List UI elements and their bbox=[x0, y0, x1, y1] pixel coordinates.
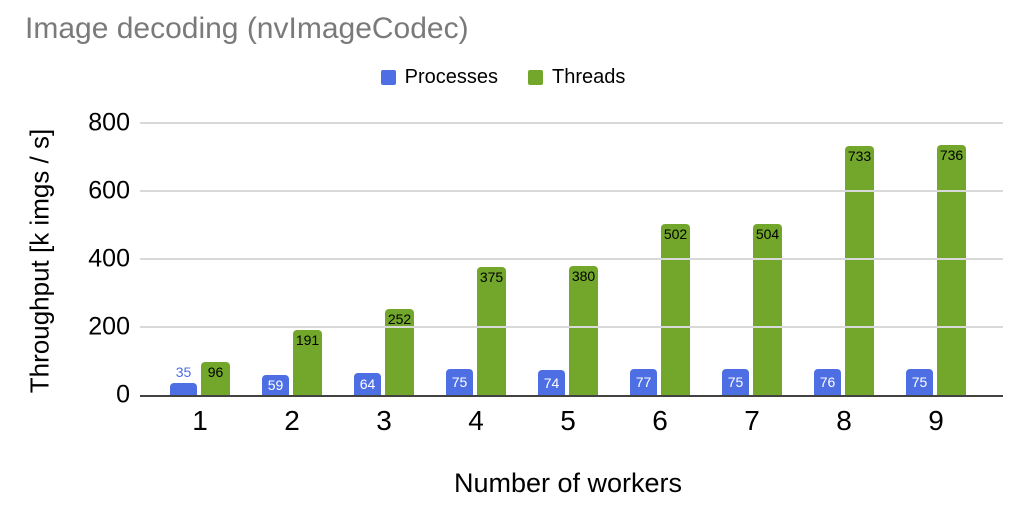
bar-threads-2: 191 bbox=[293, 330, 322, 395]
chart-title: Image decoding (nvImageCodec) bbox=[25, 12, 469, 45]
y-tick-label-400: 400 bbox=[88, 244, 130, 273]
bar-value-threads-8: 733 bbox=[847, 148, 872, 164]
bar-value-processes-3: 64 bbox=[359, 376, 376, 392]
bar-value-threads-2: 191 bbox=[295, 332, 320, 348]
bar-threads-1: 96 bbox=[201, 362, 230, 395]
gridline-y800 bbox=[140, 122, 1003, 124]
x-tick-label-7: 7 bbox=[744, 405, 760, 436]
category-col-8: 76 733 8 bbox=[798, 125, 890, 435]
y-tick-label-600: 600 bbox=[88, 176, 130, 205]
bar-threads-5: 380 bbox=[569, 266, 598, 395]
bar-processes-1: 35 bbox=[170, 365, 197, 395]
bar-processes-2: 59 bbox=[262, 375, 289, 395]
legend-item-processes: Processes bbox=[380, 66, 498, 89]
bar-processes-7: 75 bbox=[722, 369, 749, 395]
x-axis-title: Number of workers bbox=[453, 468, 683, 498]
bar-value-threads-4: 375 bbox=[479, 269, 504, 285]
bars-band: 35 96 1 59 191 2 64 252 3 75 375 4 74 380 5 77 502 6 75 504… bbox=[154, 125, 982, 435]
x-tick-label-2: 2 bbox=[284, 405, 300, 436]
processes-swatch-icon bbox=[380, 70, 396, 85]
bar-threads-7: 504 bbox=[753, 224, 782, 395]
bar-processes-9: 75 bbox=[906, 369, 933, 395]
x-tick-label-3: 3 bbox=[376, 405, 392, 436]
category-col-5: 74 380 5 bbox=[522, 125, 614, 435]
bar-value-processes-1: 35 bbox=[175, 364, 192, 380]
category-col-3: 64 252 3 bbox=[338, 125, 430, 435]
bar-value-processes-9: 75 bbox=[911, 374, 928, 390]
bar-value-processes-4: 75 bbox=[451, 374, 468, 390]
x-tick-label-1: 1 bbox=[192, 405, 208, 436]
y-tick-label-800: 800 bbox=[88, 108, 130, 137]
bar-threads-6: 502 bbox=[661, 224, 690, 395]
x-tick-label-6: 6 bbox=[652, 405, 668, 436]
category-col-1: 35 96 1 bbox=[154, 125, 246, 435]
bar-value-threads-7: 504 bbox=[755, 226, 780, 242]
category-col-7: 75 504 7 bbox=[706, 125, 798, 435]
bar-value-threads-1: 96 bbox=[207, 364, 224, 380]
x-tick-label-4: 4 bbox=[468, 405, 484, 436]
category-col-9: 75 736 9 bbox=[890, 125, 982, 435]
bar-value-threads-6: 502 bbox=[663, 226, 688, 242]
bar-value-processes-5: 74 bbox=[543, 374, 560, 391]
bar-value-threads-9: 736 bbox=[939, 147, 964, 163]
category-col-4: 75 375 4 bbox=[430, 125, 522, 435]
x-tick-label-8: 8 bbox=[836, 405, 852, 436]
bar-value-threads-3: 252 bbox=[387, 311, 412, 327]
plot-area: 35 96 1 59 191 2 64 252 3 75 375 4 74 380 5 77 502 6 75 504… bbox=[88, 110, 1003, 435]
bar-value-processes-6: 77 bbox=[635, 374, 652, 390]
y-axis-title: Throughput [k imgs / s] bbox=[24, 128, 55, 394]
gridline-y200 bbox=[140, 326, 1003, 328]
bar-threads-4: 375 bbox=[477, 267, 506, 395]
bar-threads-3: 252 bbox=[385, 309, 414, 395]
legend-label-processes: Processes bbox=[404, 66, 498, 88]
bar-processes-8: 76 bbox=[814, 369, 841, 395]
y-tick-label-0: 0 bbox=[116, 380, 130, 409]
gridline-y600 bbox=[140, 190, 1003, 192]
x-tick-label-9: 9 bbox=[928, 405, 944, 436]
bar-processes-6: 77 bbox=[630, 369, 657, 395]
category-col-6: 77 502 6 bbox=[614, 125, 706, 435]
gridline-y400 bbox=[140, 258, 1003, 260]
category-col-2: 59 191 2 bbox=[246, 125, 338, 435]
bar-threads-8: 733 bbox=[845, 146, 874, 395]
legend-item-threads: Threads bbox=[528, 66, 625, 89]
x-tick-label-5: 5 bbox=[560, 405, 576, 436]
bar-processes-3: 64 bbox=[354, 373, 381, 395]
legend-label-threads: Threads bbox=[552, 66, 626, 88]
bar-value-processes-2: 59 bbox=[267, 377, 284, 393]
legend: Processes Threads bbox=[0, 66, 1015, 89]
bar-processes-5: 74 bbox=[538, 370, 565, 395]
bar-processes-4: 75 bbox=[446, 369, 473, 395]
bar-value-processes-8: 76 bbox=[819, 374, 836, 390]
threads-swatch-icon bbox=[528, 70, 543, 85]
y-tick-label-200: 200 bbox=[88, 312, 130, 341]
bar-value-threads-5: 380 bbox=[571, 268, 596, 284]
bar-value-processes-7: 75 bbox=[727, 374, 744, 390]
bar-threads-9: 736 bbox=[937, 145, 966, 395]
